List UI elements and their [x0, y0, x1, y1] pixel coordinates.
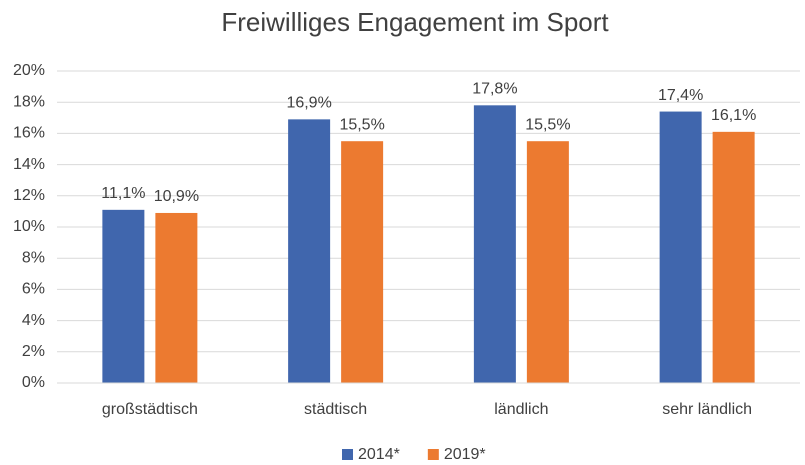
legend-swatch	[342, 449, 353, 460]
bar	[712, 131, 755, 383]
y-tick-label: 16%	[13, 125, 45, 142]
x-tick-label: städtisch	[304, 401, 367, 418]
data-label: 15,5%	[339, 116, 384, 133]
bar	[526, 141, 569, 383]
y-tick-label: 4%	[22, 312, 45, 329]
data-label: 10,9%	[154, 188, 199, 205]
x-tick-label: großstädtisch	[102, 401, 198, 418]
data-label: 16,9%	[286, 95, 331, 112]
legend-label: 2014*	[358, 446, 400, 463]
legend-swatch	[427, 449, 439, 460]
bar	[102, 209, 145, 383]
y-tick-label: 6%	[22, 281, 45, 298]
data-label: 17,4%	[658, 87, 703, 104]
bar	[659, 111, 702, 383]
y-tick-label: 18%	[13, 93, 45, 110]
bar	[288, 119, 331, 384]
y-tick-label: 2%	[22, 343, 45, 360]
x-tick-label: sehr ländlich	[662, 401, 752, 418]
bar	[155, 212, 198, 383]
y-tick-label: 8%	[22, 249, 45, 266]
data-label: 11,1%	[101, 185, 145, 202]
data-label: 16,1%	[711, 107, 756, 124]
y-tick-label: 0%	[22, 374, 45, 391]
x-tick-label: ländlich	[494, 401, 548, 418]
y-tick-label: 20%	[13, 62, 45, 79]
chart-title: Freiwilliges Engagement im Sport	[221, 7, 609, 37]
y-tick-label: 10%	[13, 218, 45, 235]
legend-label: 2019*	[444, 446, 486, 463]
y-tick-label: 14%	[13, 156, 45, 173]
bar	[473, 105, 516, 383]
y-tick-label: 12%	[13, 187, 45, 204]
data-label: 15,5%	[525, 116, 570, 133]
bar	[341, 141, 384, 383]
data-label: 17,8%	[472, 81, 517, 98]
